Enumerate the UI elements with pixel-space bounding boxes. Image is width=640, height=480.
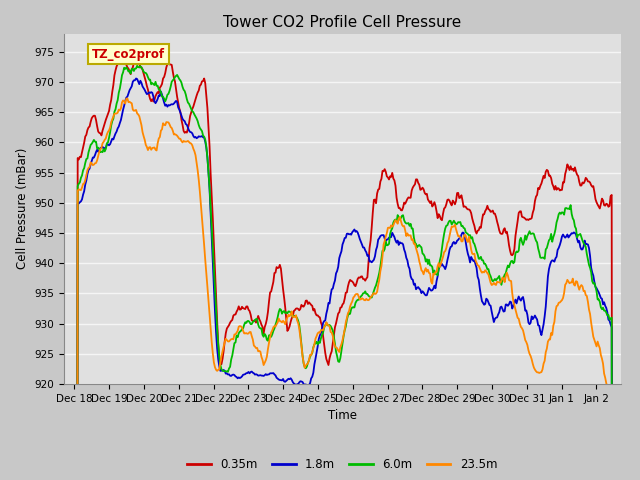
- X-axis label: Time: Time: [328, 409, 357, 422]
- Y-axis label: Cell Pressure (mBar): Cell Pressure (mBar): [16, 148, 29, 269]
- Text: TZ_co2prof: TZ_co2prof: [92, 48, 165, 60]
- Legend: 0.35m, 1.8m, 6.0m, 23.5m: 0.35m, 1.8m, 6.0m, 23.5m: [183, 454, 502, 476]
- Title: Tower CO2 Profile Cell Pressure: Tower CO2 Profile Cell Pressure: [223, 15, 461, 30]
